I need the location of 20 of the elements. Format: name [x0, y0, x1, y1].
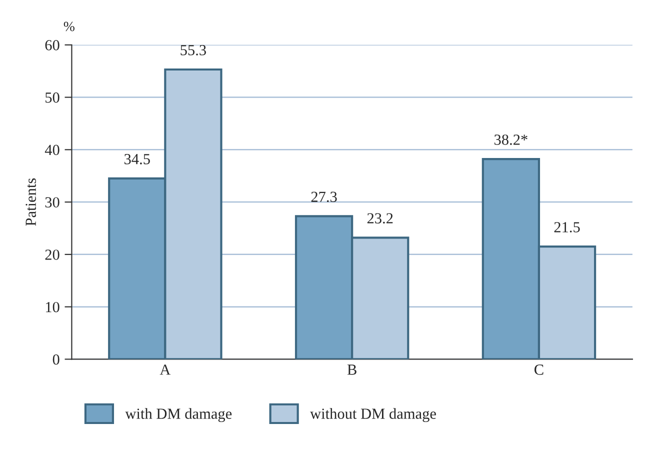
- legend-label: without DM damage: [310, 408, 436, 422]
- data-label: 34.5: [124, 154, 150, 164]
- y-tick-label: 30: [45, 197, 60, 208]
- text: %: [64, 22, 74, 32]
- y-axis-title: Patients: [26, 178, 36, 226]
- legend-label: with DM damage: [125, 408, 232, 422]
- y-tick-label: 40: [44, 144, 60, 156]
- y-tick-label: 50: [46, 92, 60, 103]
- y-tick-label: 0: [52, 354, 60, 365]
- data-label: 21.5: [554, 222, 580, 232]
- data-label: 55.3: [180, 45, 206, 56]
- y-tick-label: 10: [46, 302, 60, 312]
- y-tick-label: 20: [45, 250, 60, 260]
- x-tick-label: A: [160, 364, 171, 375]
- x-tick-label: C: [534, 364, 544, 375]
- data-label: 38.2*: [494, 134, 528, 145]
- data-label: 27.3: [311, 192, 337, 202]
- x-tick-label: B: [347, 364, 356, 375]
- y-tick-label: 60: [45, 40, 60, 50]
- data-label: 23.2: [367, 213, 393, 224]
